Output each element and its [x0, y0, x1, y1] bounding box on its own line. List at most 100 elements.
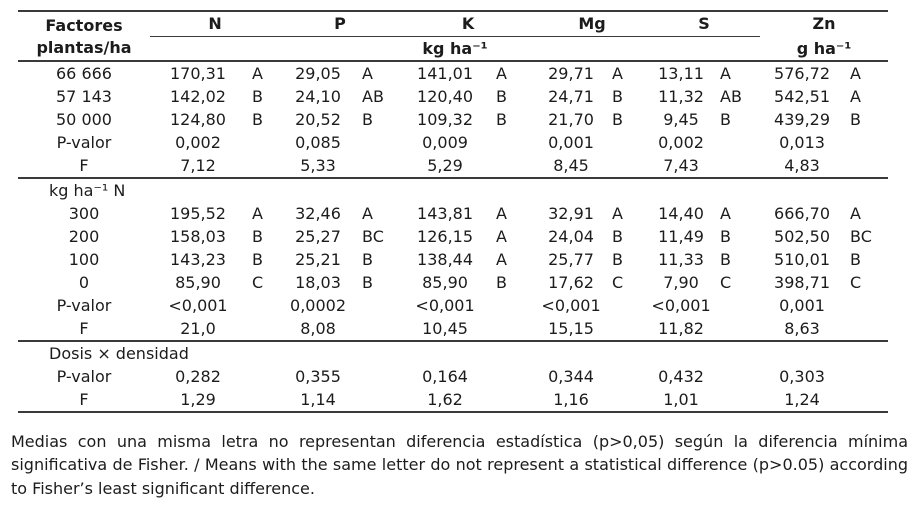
letter-cell — [714, 294, 760, 317]
value-cell: 170,31 — [170, 64, 226, 83]
value-cell: 8,08 — [300, 319, 336, 338]
value-cell: 0,282 — [175, 367, 221, 386]
section-plant-density: 66 666 170,31 A 29,05 A 141,01 A 29,71 A 13,11 A 57… — [18, 61, 889, 178]
letter-cell: A — [612, 64, 623, 83]
letter-cell: B — [612, 250, 624, 269]
letter-cell — [606, 365, 648, 388]
letter-cell — [356, 317, 400, 341]
value-cell: 10,45 — [422, 319, 468, 338]
value-cell: 120,40 — [417, 87, 474, 106]
value-cell: 0,0002 — [290, 296, 346, 315]
letter-cell: A — [496, 204, 507, 223]
value-cell: 0,013 — [779, 133, 825, 152]
value-cell: 32,46 — [295, 204, 341, 223]
letter-cell: C — [252, 273, 264, 292]
value-cell: 1,62 — [427, 390, 463, 409]
value-cell: 0,009 — [422, 133, 468, 152]
factor-cell: P-valor — [56, 296, 112, 315]
value-cell: 24,71 — [548, 87, 594, 106]
letter-cell — [606, 294, 648, 317]
letter-cell: B — [720, 250, 732, 269]
factor-cell: F — [79, 390, 89, 409]
letter-cell: C — [850, 273, 862, 292]
table-header: Factores plantas/ha N P K Mg S Zn kg ha⁻… — [18, 11, 889, 62]
letter-cell: B — [612, 110, 624, 129]
value-cell: <0,001 — [541, 296, 601, 315]
letter-cell: A — [496, 227, 507, 246]
value-cell: 8,63 — [784, 319, 820, 338]
value-cell: 158,03 — [170, 227, 226, 246]
value-cell: 5,33 — [300, 156, 336, 175]
table-row: P-valor 0,282 0,355 0,164 0,344 0,432 0,303 — [18, 365, 888, 388]
col-header-n: N — [150, 11, 281, 37]
letter-cell: AB — [720, 87, 742, 106]
value-cell: 14,40 — [658, 204, 704, 223]
letter-cell: C — [612, 273, 624, 292]
letter-cell: B — [362, 273, 373, 292]
value-cell: 85,90 — [175, 273, 221, 292]
letter-cell — [246, 154, 280, 178]
value-cell: 0,355 — [295, 367, 341, 386]
value-cell: 109,32 — [417, 110, 474, 129]
letter-cell: B — [612, 227, 624, 246]
letter-cell — [490, 154, 536, 178]
value-cell: 11,82 — [658, 319, 704, 338]
value-cell: 7,43 — [663, 156, 699, 175]
letter-cell — [490, 317, 536, 341]
letter-cell: B — [252, 227, 263, 246]
letter-cell: A — [362, 64, 373, 83]
letter-cell: BC — [850, 227, 872, 246]
letter-cell: B — [496, 110, 508, 129]
table-row: P-valor <0,001 0,0002 <0,001 <0,001 <0,001 0,0… — [18, 294, 888, 317]
letter-cell: C — [720, 273, 732, 292]
value-cell: 11,32 — [658, 87, 704, 106]
value-cell: 502,50 — [774, 227, 831, 246]
letter-cell: A — [612, 204, 623, 223]
table-row: 300 195,52 A 32,46 A 143,81 A 32,91 A 14,40 A 666,7… — [18, 202, 888, 225]
letter-cell: A — [496, 250, 507, 269]
letter-cell — [356, 388, 400, 412]
letter-cell — [714, 154, 760, 178]
value-cell: 195,52 — [170, 204, 226, 223]
value-cell: 1,29 — [180, 390, 216, 409]
value-cell: 143,23 — [170, 250, 226, 269]
value-cell: 1,24 — [784, 390, 820, 409]
header-row-units: kg ha⁻¹ g ha⁻¹ — [18, 37, 888, 62]
value-cell: 439,29 — [774, 110, 831, 129]
letter-cell — [606, 131, 648, 154]
value-cell: 0,303 — [779, 367, 825, 386]
letter-cell — [606, 154, 648, 178]
value-cell: 25,27 — [295, 227, 341, 246]
factor-cell: P-valor — [56, 367, 112, 386]
value-cell: 25,21 — [295, 250, 341, 269]
letter-cell: B — [362, 250, 373, 269]
table-row: P-valor 0,002 0,085 0,009 0,001 0,002 0,013 — [18, 131, 888, 154]
letter-cell: B — [252, 110, 263, 129]
value-cell: 0,002 — [658, 133, 704, 152]
factor-cell: 0 — [78, 273, 90, 292]
value-cell: 1,16 — [553, 390, 589, 409]
value-cell: 21,70 — [548, 110, 594, 129]
factor-cell: 50 000 — [56, 110, 112, 129]
macro-unit-label: kg ha⁻¹ — [422, 39, 488, 58]
value-cell: 666,70 — [774, 204, 831, 223]
table-row: 66 666 170,31 A 29,05 A 141,01 A 29,71 A 13,11 A 57… — [18, 61, 888, 85]
section-label-row: Dosis × densidad — [18, 341, 888, 365]
value-cell: 141,01 — [417, 64, 474, 83]
value-cell: 0,001 — [779, 296, 825, 315]
table-row: 200 158,03 B 25,27 BC 126,15 A 24,04 B 11,49 B 502,… — [18, 225, 888, 248]
letter-cell — [246, 388, 280, 412]
section-label: Dosis × densidad — [49, 344, 189, 363]
value-cell: 17,62 — [548, 273, 594, 292]
value-cell: 24,10 — [295, 87, 341, 106]
letter-cell — [356, 131, 400, 154]
factor-title: Factores — [45, 16, 123, 35]
letter-cell — [490, 294, 536, 317]
letter-cell — [714, 317, 760, 341]
value-cell: 0,432 — [658, 367, 704, 386]
value-cell: 9,45 — [663, 110, 699, 129]
letter-cell: B — [850, 110, 862, 129]
factor-cell: F — [79, 156, 89, 175]
letter-cell — [356, 154, 400, 178]
factor-cell: P-valor — [56, 133, 112, 152]
